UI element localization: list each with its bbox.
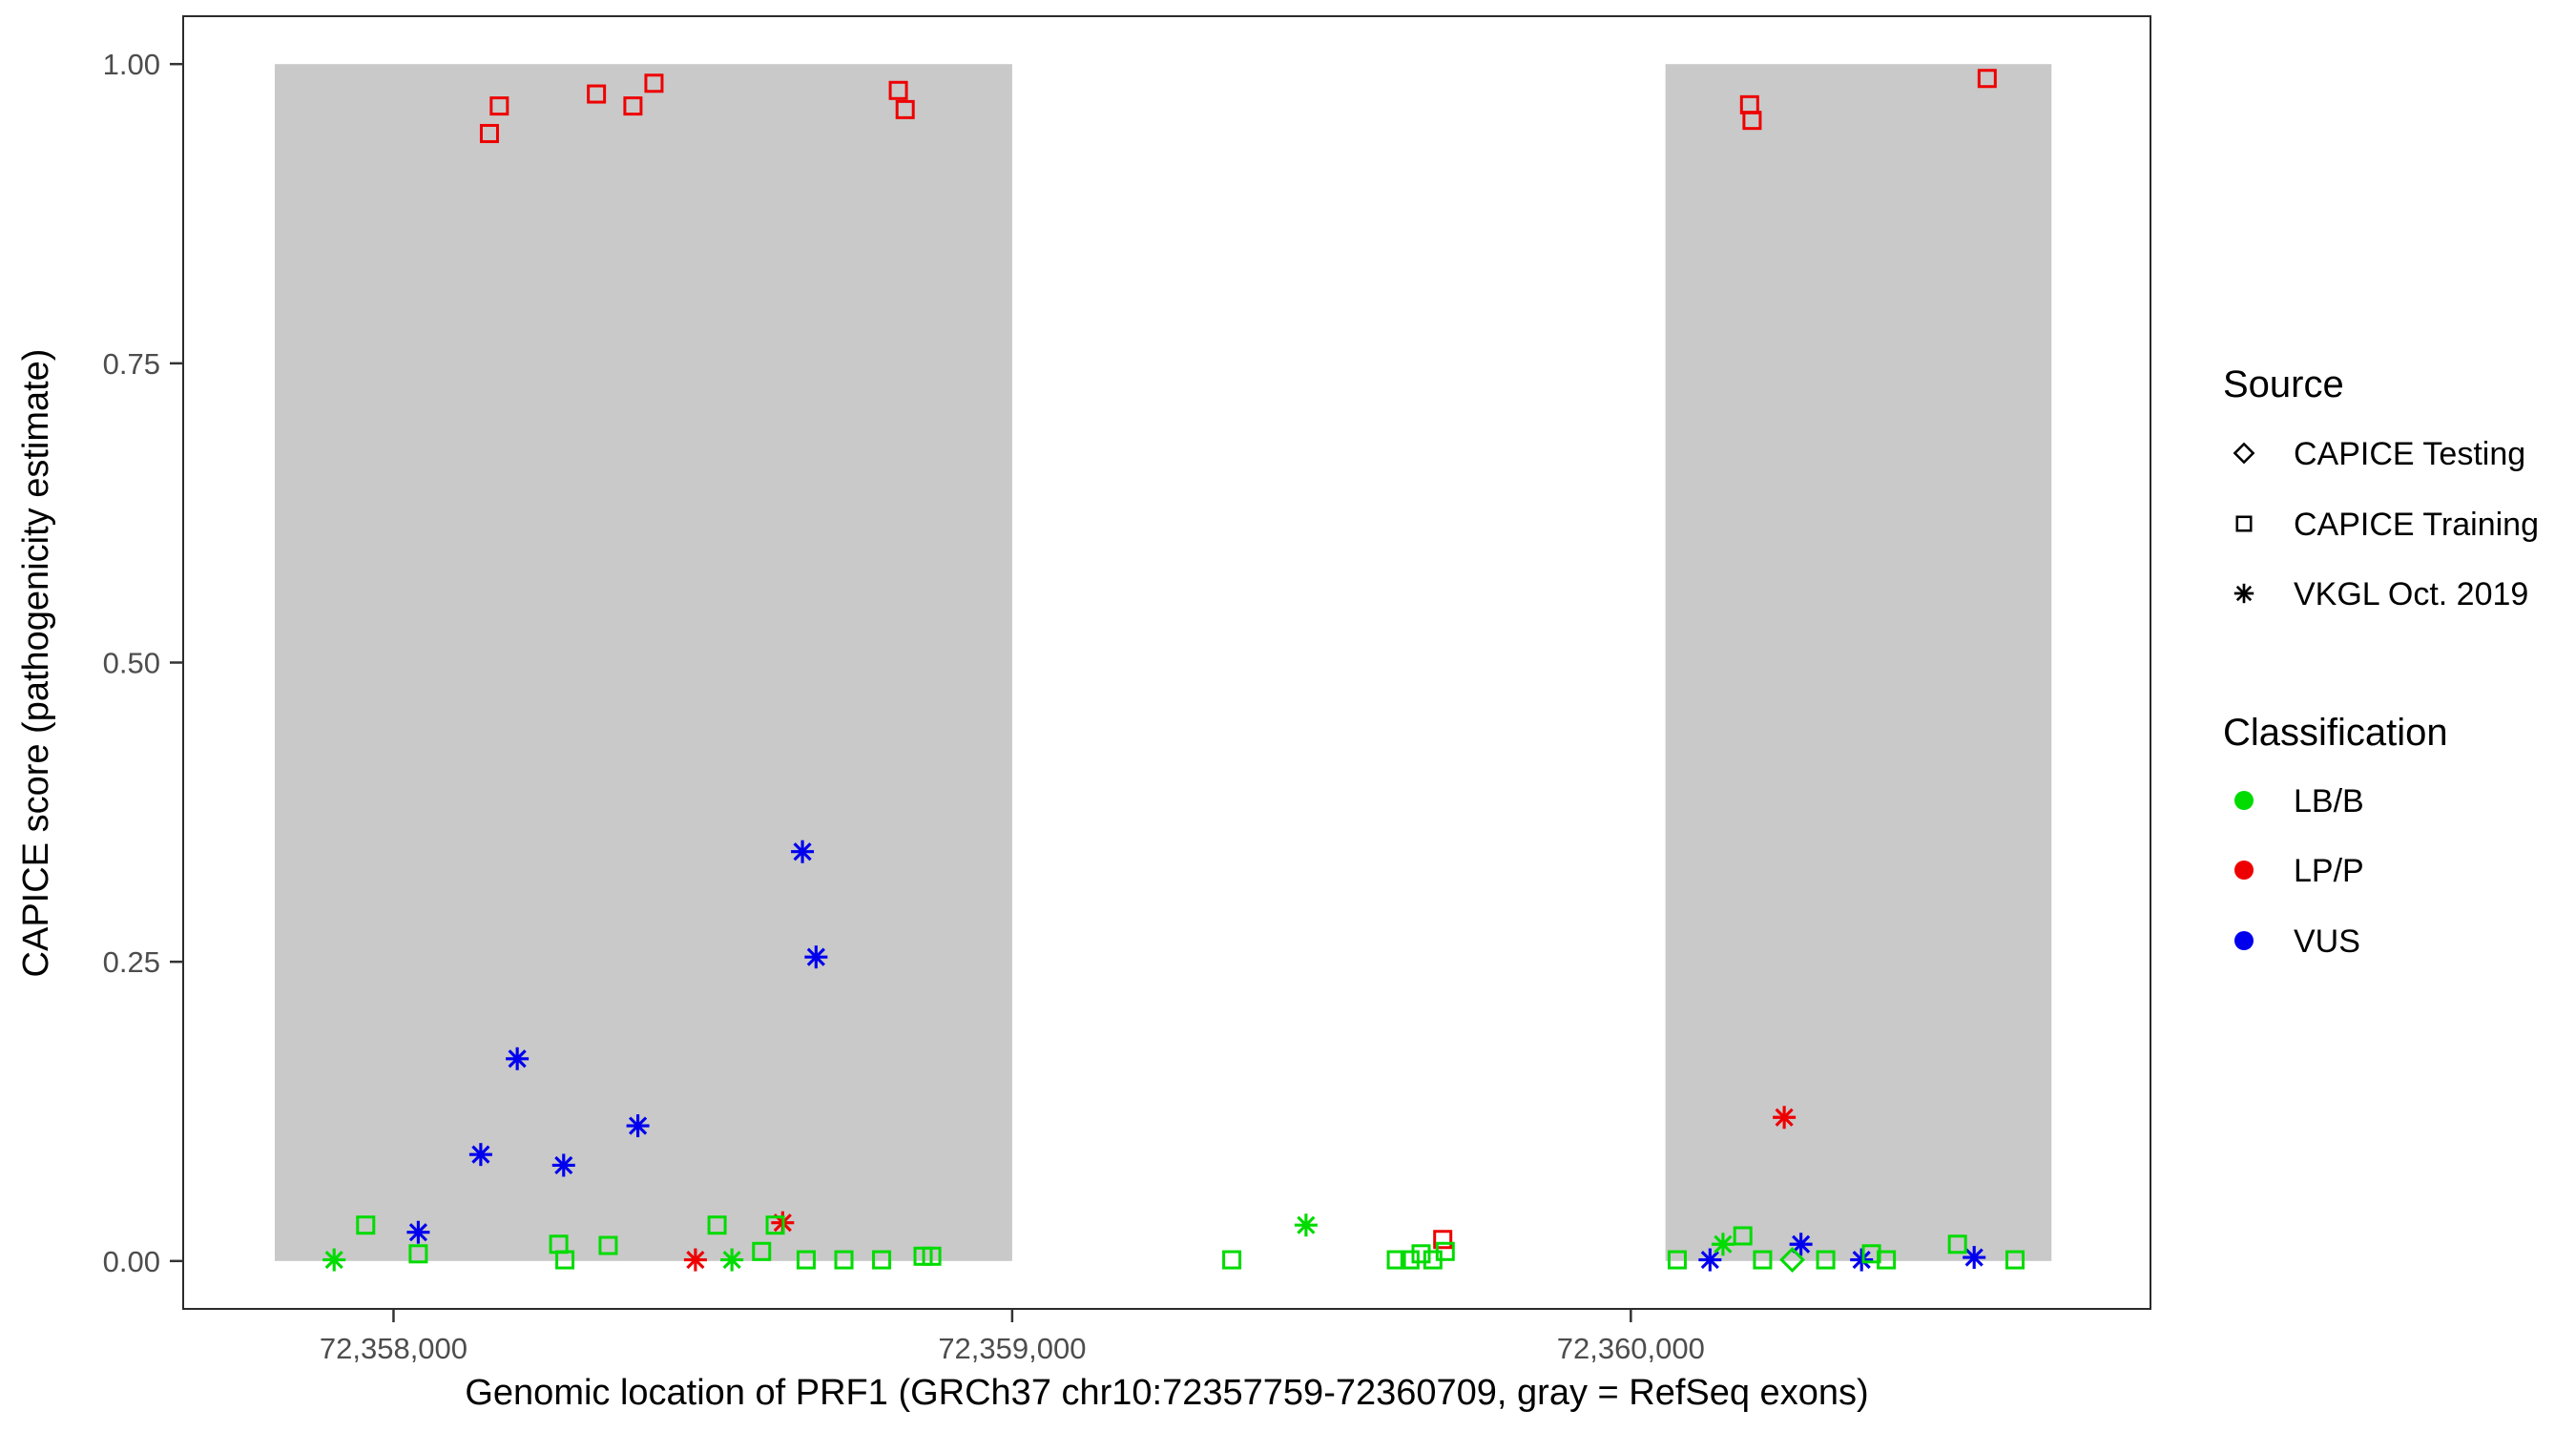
- y-tick-label: 0.25: [103, 945, 160, 979]
- x-tick-label: 72,359,000: [938, 1332, 1086, 1365]
- data-point: [707, 1215, 727, 1235]
- data-point: [1435, 1241, 1455, 1261]
- legend-item-label: VKGL Oct. 2019: [2294, 576, 2528, 612]
- data-point: [406, 1220, 430, 1244]
- legend-classification-items: LB/B LP/P VUS: [2234, 783, 2364, 960]
- legend-classification-title: Classification: [2223, 712, 2448, 754]
- data-point: [356, 1215, 376, 1235]
- legend-item-testing: CAPICE Testing: [2233, 436, 2525, 472]
- data-point: [506, 1047, 530, 1070]
- legend-item-label: VUS: [2294, 923, 2360, 960]
- asterisk-marker: [2233, 583, 2254, 604]
- diamond-marker: [2233, 442, 2255, 465]
- legend-color-dot: [2234, 861, 2254, 880]
- data-point: [623, 96, 643, 116]
- data-point: [1816, 1250, 1836, 1270]
- data-point: [408, 1244, 428, 1264]
- legend-item-VUS: VUS: [2234, 923, 2360, 960]
- y-tick-label: 0.50: [103, 647, 160, 680]
- data-point: [479, 123, 499, 143]
- x-axis-title: Genomic location of PRF1 (GRCh37 chr10:7…: [465, 1373, 1868, 1413]
- data-point: [872, 1250, 892, 1270]
- data-point: [1667, 1250, 1687, 1270]
- legend-source-title: Source: [2223, 363, 2344, 405]
- data-point: [1789, 1233, 1813, 1256]
- square-marker: [2235, 515, 2253, 532]
- data-point: [551, 1153, 575, 1177]
- data-point: [1386, 1250, 1406, 1270]
- data-point: [1947, 1234, 1967, 1255]
- legend-item-LB/B: LB/B: [2234, 783, 2364, 819]
- data-point: [1963, 1246, 1986, 1270]
- data-point: [322, 1248, 346, 1272]
- data-point: [1222, 1250, 1242, 1270]
- data-point: [1400, 1250, 1420, 1270]
- legend-item-label: CAPICE Training: [2294, 507, 2539, 543]
- data-point: [683, 1248, 707, 1272]
- refseq-exon-rect: [1665, 64, 2052, 1261]
- legend-item-label: LP/P: [2294, 853, 2364, 889]
- data-point: [2005, 1250, 2025, 1270]
- data-point: [1779, 1247, 1805, 1273]
- y-tick-label: 0.00: [103, 1245, 160, 1278]
- data-point: [791, 840, 815, 863]
- data-point: [1977, 69, 1997, 89]
- data-point: [1294, 1213, 1318, 1237]
- data-points-layer: [322, 69, 2025, 1273]
- x-tick-label: 72,360,000: [1557, 1332, 1705, 1365]
- y-axis-title: CAPICE score (pathogenicity estimate): [16, 349, 56, 978]
- legend: Source CAPICE Testing CAPICE Training VKGL…: [2223, 363, 2539, 960]
- data-point: [598, 1235, 618, 1255]
- legend-item-label: CAPICE Testing: [2294, 436, 2525, 472]
- data-point: [922, 1246, 942, 1266]
- refseq-exon-layer: [274, 64, 2052, 1261]
- data-point: [888, 80, 908, 100]
- data-point: [895, 99, 915, 119]
- data-point: [796, 1250, 816, 1270]
- axis-layer: 72,358,000 72,359,000 72,360,000 0.00 0.25 0.…: [103, 48, 1705, 1365]
- data-point: [1411, 1244, 1431, 1264]
- data-point: [626, 1114, 650, 1138]
- data-point: [489, 96, 509, 116]
- legend-item-label: LB/B: [2294, 783, 2364, 819]
- data-point: [468, 1143, 492, 1167]
- legend-color-dot: [2234, 931, 2254, 950]
- data-point: [555, 1250, 575, 1270]
- x-tick-label: 72,358,000: [320, 1332, 467, 1365]
- data-point: [1733, 1226, 1753, 1246]
- data-point: [1773, 1106, 1797, 1130]
- data-point: [720, 1248, 744, 1272]
- data-point: [1877, 1250, 1897, 1270]
- data-point: [804, 945, 828, 969]
- refseq-exon-rect: [274, 64, 1012, 1261]
- y-tick-label: 1.00: [103, 48, 160, 81]
- data-point: [1742, 111, 1762, 131]
- data-point: [834, 1250, 854, 1270]
- legend-item-LP/P: LP/P: [2234, 853, 2364, 889]
- data-point: [765, 1215, 785, 1235]
- data-point: [644, 73, 664, 93]
- data-point: [1850, 1248, 1874, 1272]
- data-point: [1753, 1250, 1773, 1270]
- data-point: [587, 84, 607, 104]
- y-tick-label: 0.75: [103, 347, 160, 381]
- data-point: [1433, 1230, 1453, 1250]
- legend-source-items: CAPICE Testing CAPICE Training VKGL Oct. 2…: [2233, 436, 2539, 612]
- legend-item-vkgl: VKGL Oct. 2019: [2233, 576, 2528, 612]
- legend-item-training: CAPICE Training: [2235, 507, 2539, 543]
- data-point: [1711, 1233, 1735, 1256]
- data-point: [1698, 1248, 1722, 1272]
- legend-color-dot: [2234, 791, 2254, 810]
- data-point: [752, 1241, 772, 1261]
